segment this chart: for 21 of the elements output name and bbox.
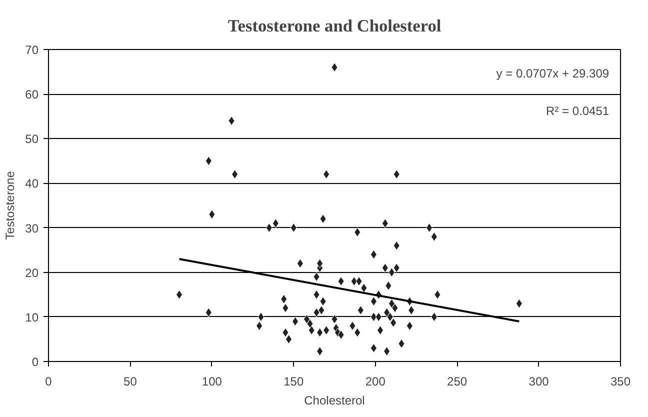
annotation: y = 0.0707x + 29.309 bbox=[496, 66, 610, 81]
chart-title: Testosterone and Cholesterol bbox=[228, 16, 442, 36]
x-tick-label: 0 bbox=[45, 374, 52, 388]
x-tick-label: 150 bbox=[284, 374, 304, 388]
x-axis-title: Cholesterol bbox=[304, 394, 365, 408]
x-tick-label: 350 bbox=[610, 374, 631, 388]
x-tick-label: 250 bbox=[447, 374, 468, 388]
x-tick-label: 100 bbox=[202, 374, 222, 388]
y-tick-label: 0 bbox=[32, 355, 39, 369]
y-axis-title: Testosterone bbox=[3, 170, 18, 240]
annotation: R² = 0.0451 bbox=[546, 104, 610, 118]
x-tick-label: 50 bbox=[124, 374, 138, 388]
y-tick-label: 10 bbox=[25, 310, 39, 324]
y-tick-label: 60 bbox=[25, 88, 39, 102]
x-tick-label: 300 bbox=[528, 374, 550, 388]
y-tick-label: 20 bbox=[25, 266, 39, 280]
y-tick-label: 40 bbox=[25, 176, 39, 191]
x-tick-label: 200 bbox=[365, 374, 386, 388]
y-tick-label: 70 bbox=[25, 43, 39, 57]
y-tick-label: 50 bbox=[25, 132, 39, 146]
y-tick-label: 30 bbox=[25, 221, 39, 236]
